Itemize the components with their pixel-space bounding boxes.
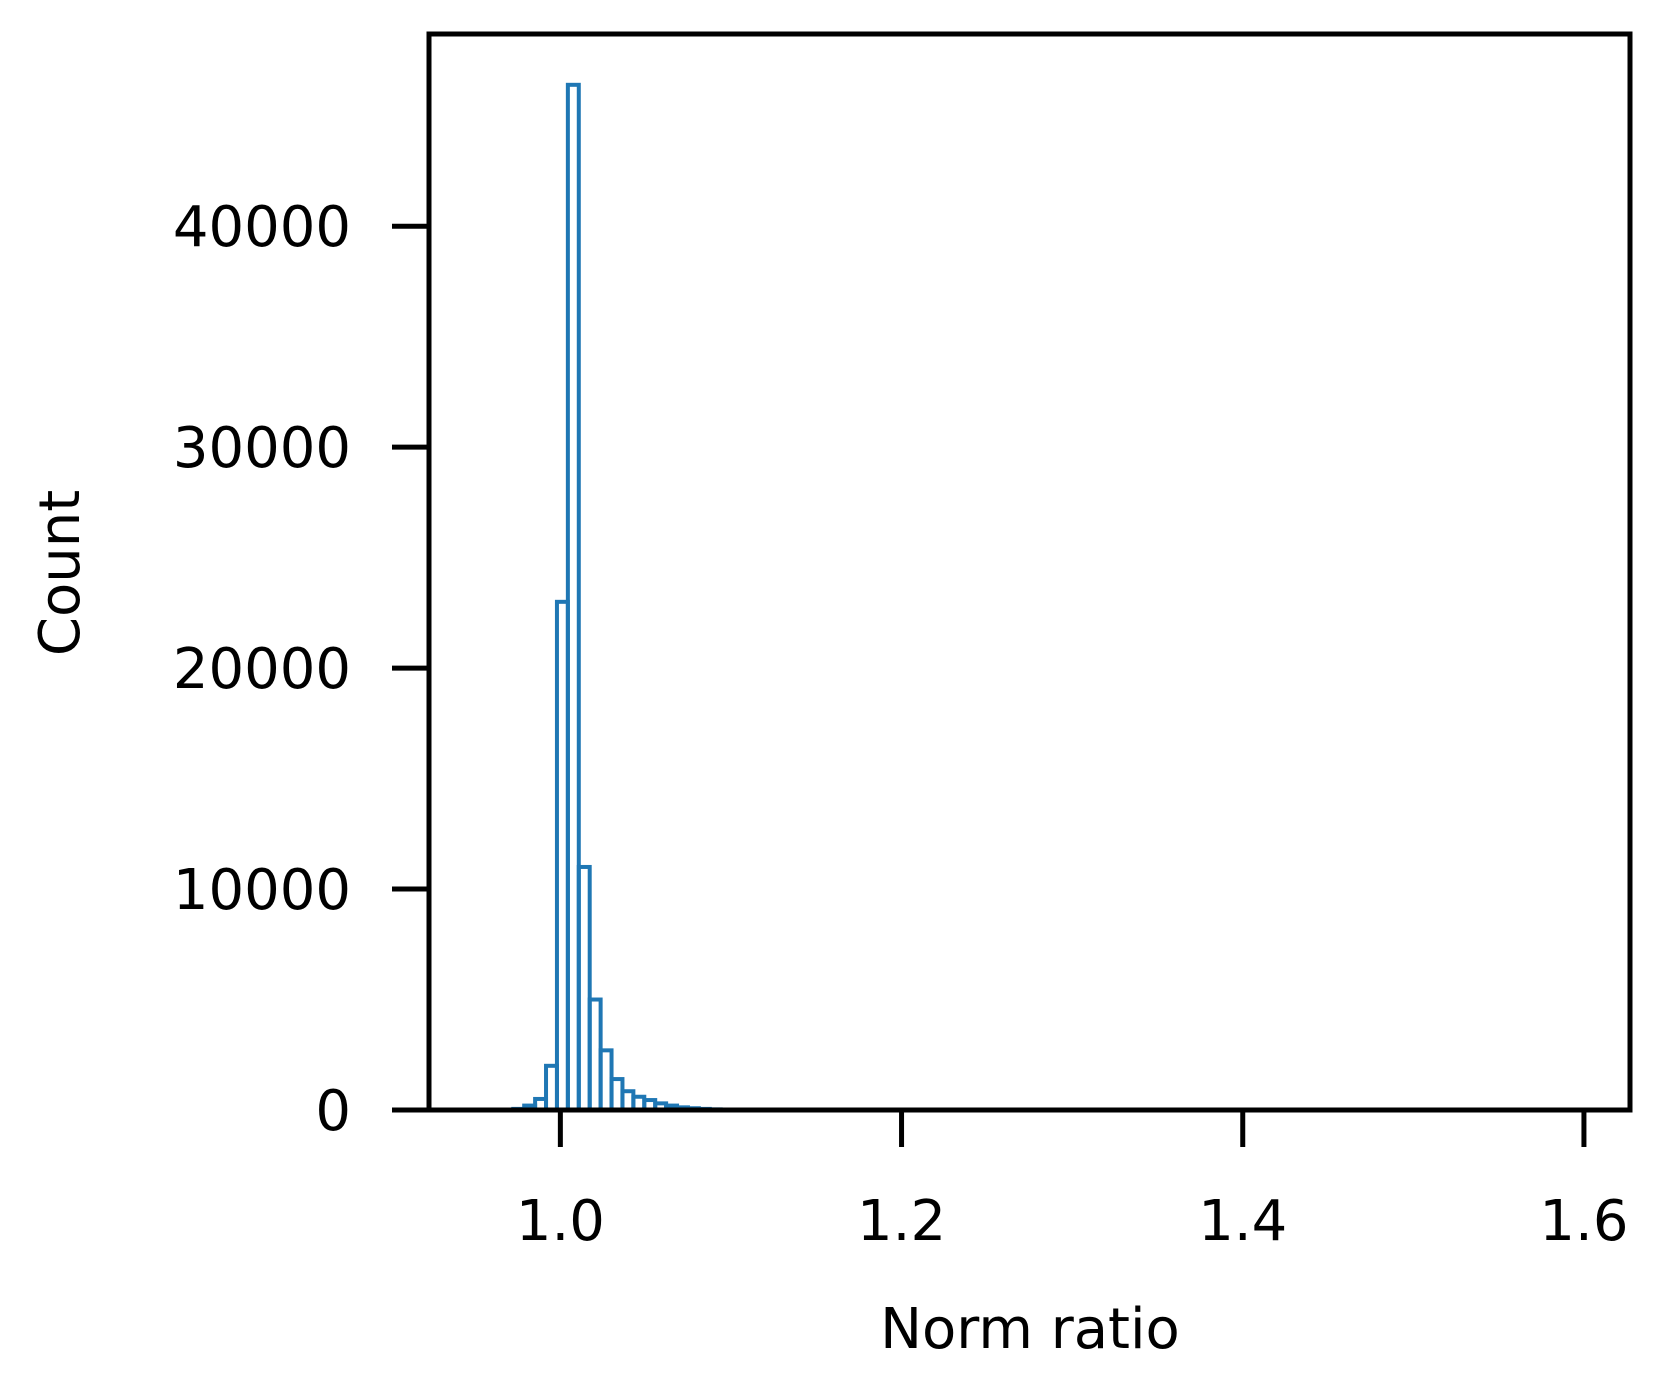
y-tick-label-4: 40000 bbox=[173, 195, 351, 260]
plot-area bbox=[513, 85, 731, 1110]
x-tick-label-2: 1.4 bbox=[1198, 1189, 1287, 1254]
x-tick-label-1: 1.2 bbox=[857, 1189, 946, 1254]
y-tick-label-2: 20000 bbox=[173, 637, 351, 702]
y-tick-label-1: 10000 bbox=[173, 858, 351, 923]
y-axis-label: Count bbox=[28, 490, 93, 656]
y-tick-label-0: 0 bbox=[315, 1079, 351, 1144]
plot-frame bbox=[429, 34, 1630, 1110]
y-tick-label-3: 30000 bbox=[173, 416, 351, 481]
axes: 0 10000 20000 30000 40000 1.0 1.2 1.4 1.6 bbox=[173, 34, 1630, 1254]
x-tick-label-3: 1.6 bbox=[1539, 1189, 1628, 1254]
x-axis-label: Norm ratio bbox=[880, 1297, 1180, 1362]
x-tick-label-0: 1.0 bbox=[516, 1189, 605, 1254]
